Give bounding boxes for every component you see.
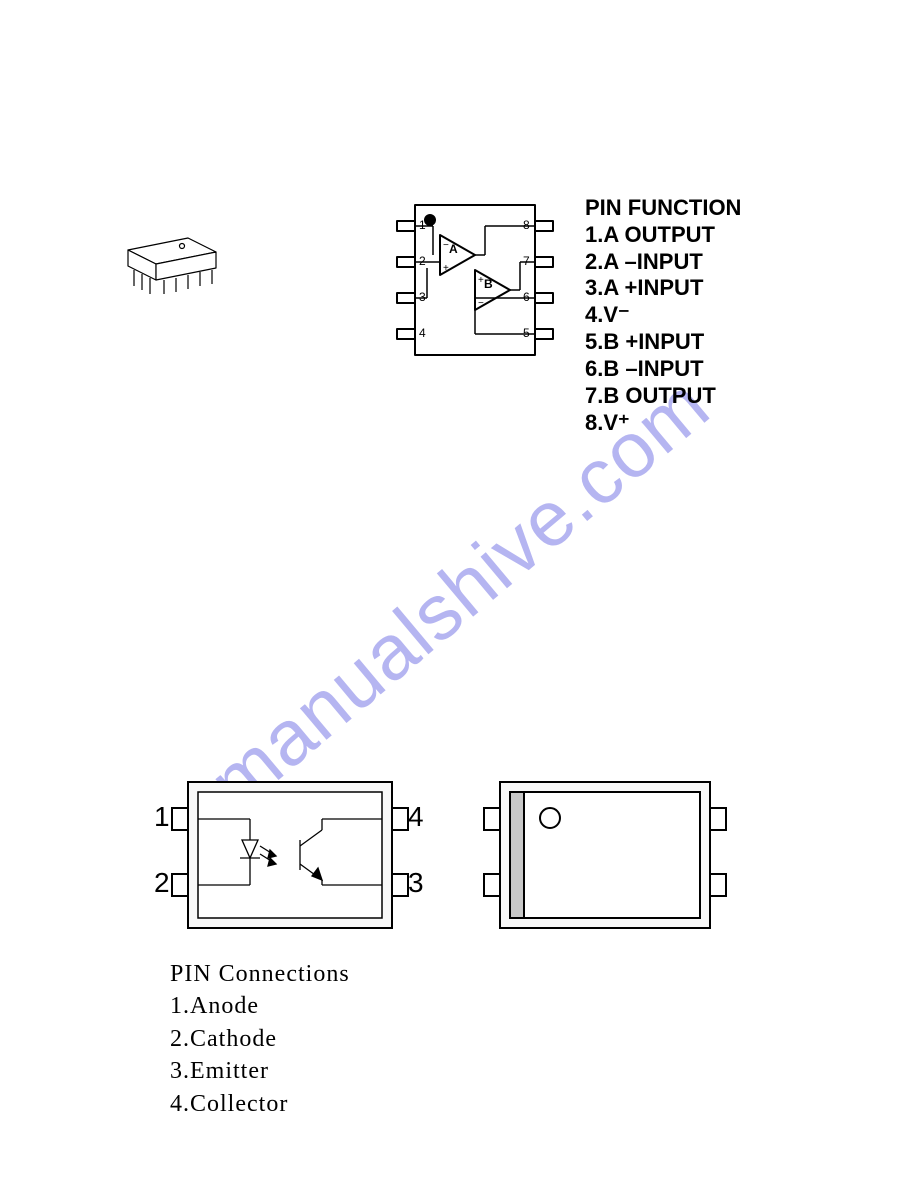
opamp-label: B xyxy=(484,277,493,291)
pin-connections-item: 4.Collector xyxy=(170,1088,730,1120)
pin-number: 7 xyxy=(523,254,530,268)
pin-function-item: 6.B –INPUT xyxy=(585,356,741,383)
pin-number: 4 xyxy=(408,801,424,832)
svg-text:+: + xyxy=(478,275,484,286)
pin-number: 3 xyxy=(408,867,424,898)
pin-number: 4 xyxy=(419,326,426,340)
pin-number: 2 xyxy=(154,867,170,898)
pin-function-item: 5.B +INPUT xyxy=(585,329,741,356)
svg-text:+: + xyxy=(443,263,449,274)
pin-function-item: 4.V⁻ xyxy=(585,302,741,329)
pin-function-item: 2.A –INPUT xyxy=(585,249,741,276)
pin-connections-list: PIN Connections 1.Anode 2.Cathode 3.Emit… xyxy=(170,958,730,1120)
pin-number: 6 xyxy=(523,290,530,304)
pin-number: 1 xyxy=(154,801,170,832)
pin-function-item: 1.A OUTPUT xyxy=(585,222,741,249)
dip-package-3d-icon xyxy=(118,230,228,310)
pin-number: 8 xyxy=(523,218,530,232)
pin-connections-item: 3.Emitter xyxy=(170,1055,730,1087)
pin-number: 3 xyxy=(419,290,426,304)
optocoupler-package-top-view xyxy=(470,770,730,940)
pin-number: 5 xyxy=(523,326,530,340)
pin-function-item: 7.B OUTPUT xyxy=(585,383,741,410)
pin-connections-item: 2.Cathode xyxy=(170,1023,730,1055)
pin-function-item: 8.V⁺ xyxy=(585,410,741,437)
pin-function-heading: PIN FUNCTION xyxy=(585,195,741,222)
pin-number: 2 xyxy=(419,254,426,268)
optocoupler-schematic-figure: 1 2 4 3 xyxy=(150,770,430,940)
svg-text:−: − xyxy=(478,298,484,309)
opamp-label: A xyxy=(449,242,458,256)
opamp-8pin-pinout-diagram: 1 2 3 4 8 7 6 5 A B − + + − xyxy=(385,195,565,365)
pin-connections-item: 1.Anode xyxy=(170,990,730,1022)
pin-connections-heading: PIN Connections xyxy=(170,958,730,990)
pin-function-list: PIN FUNCTION 1.A OUTPUT 2.A –INPUT 3.A +… xyxy=(585,195,741,436)
svg-text:−: − xyxy=(443,240,449,251)
pin-number: 1 xyxy=(419,218,426,232)
pin-function-item: 3.A +INPUT xyxy=(585,275,741,302)
